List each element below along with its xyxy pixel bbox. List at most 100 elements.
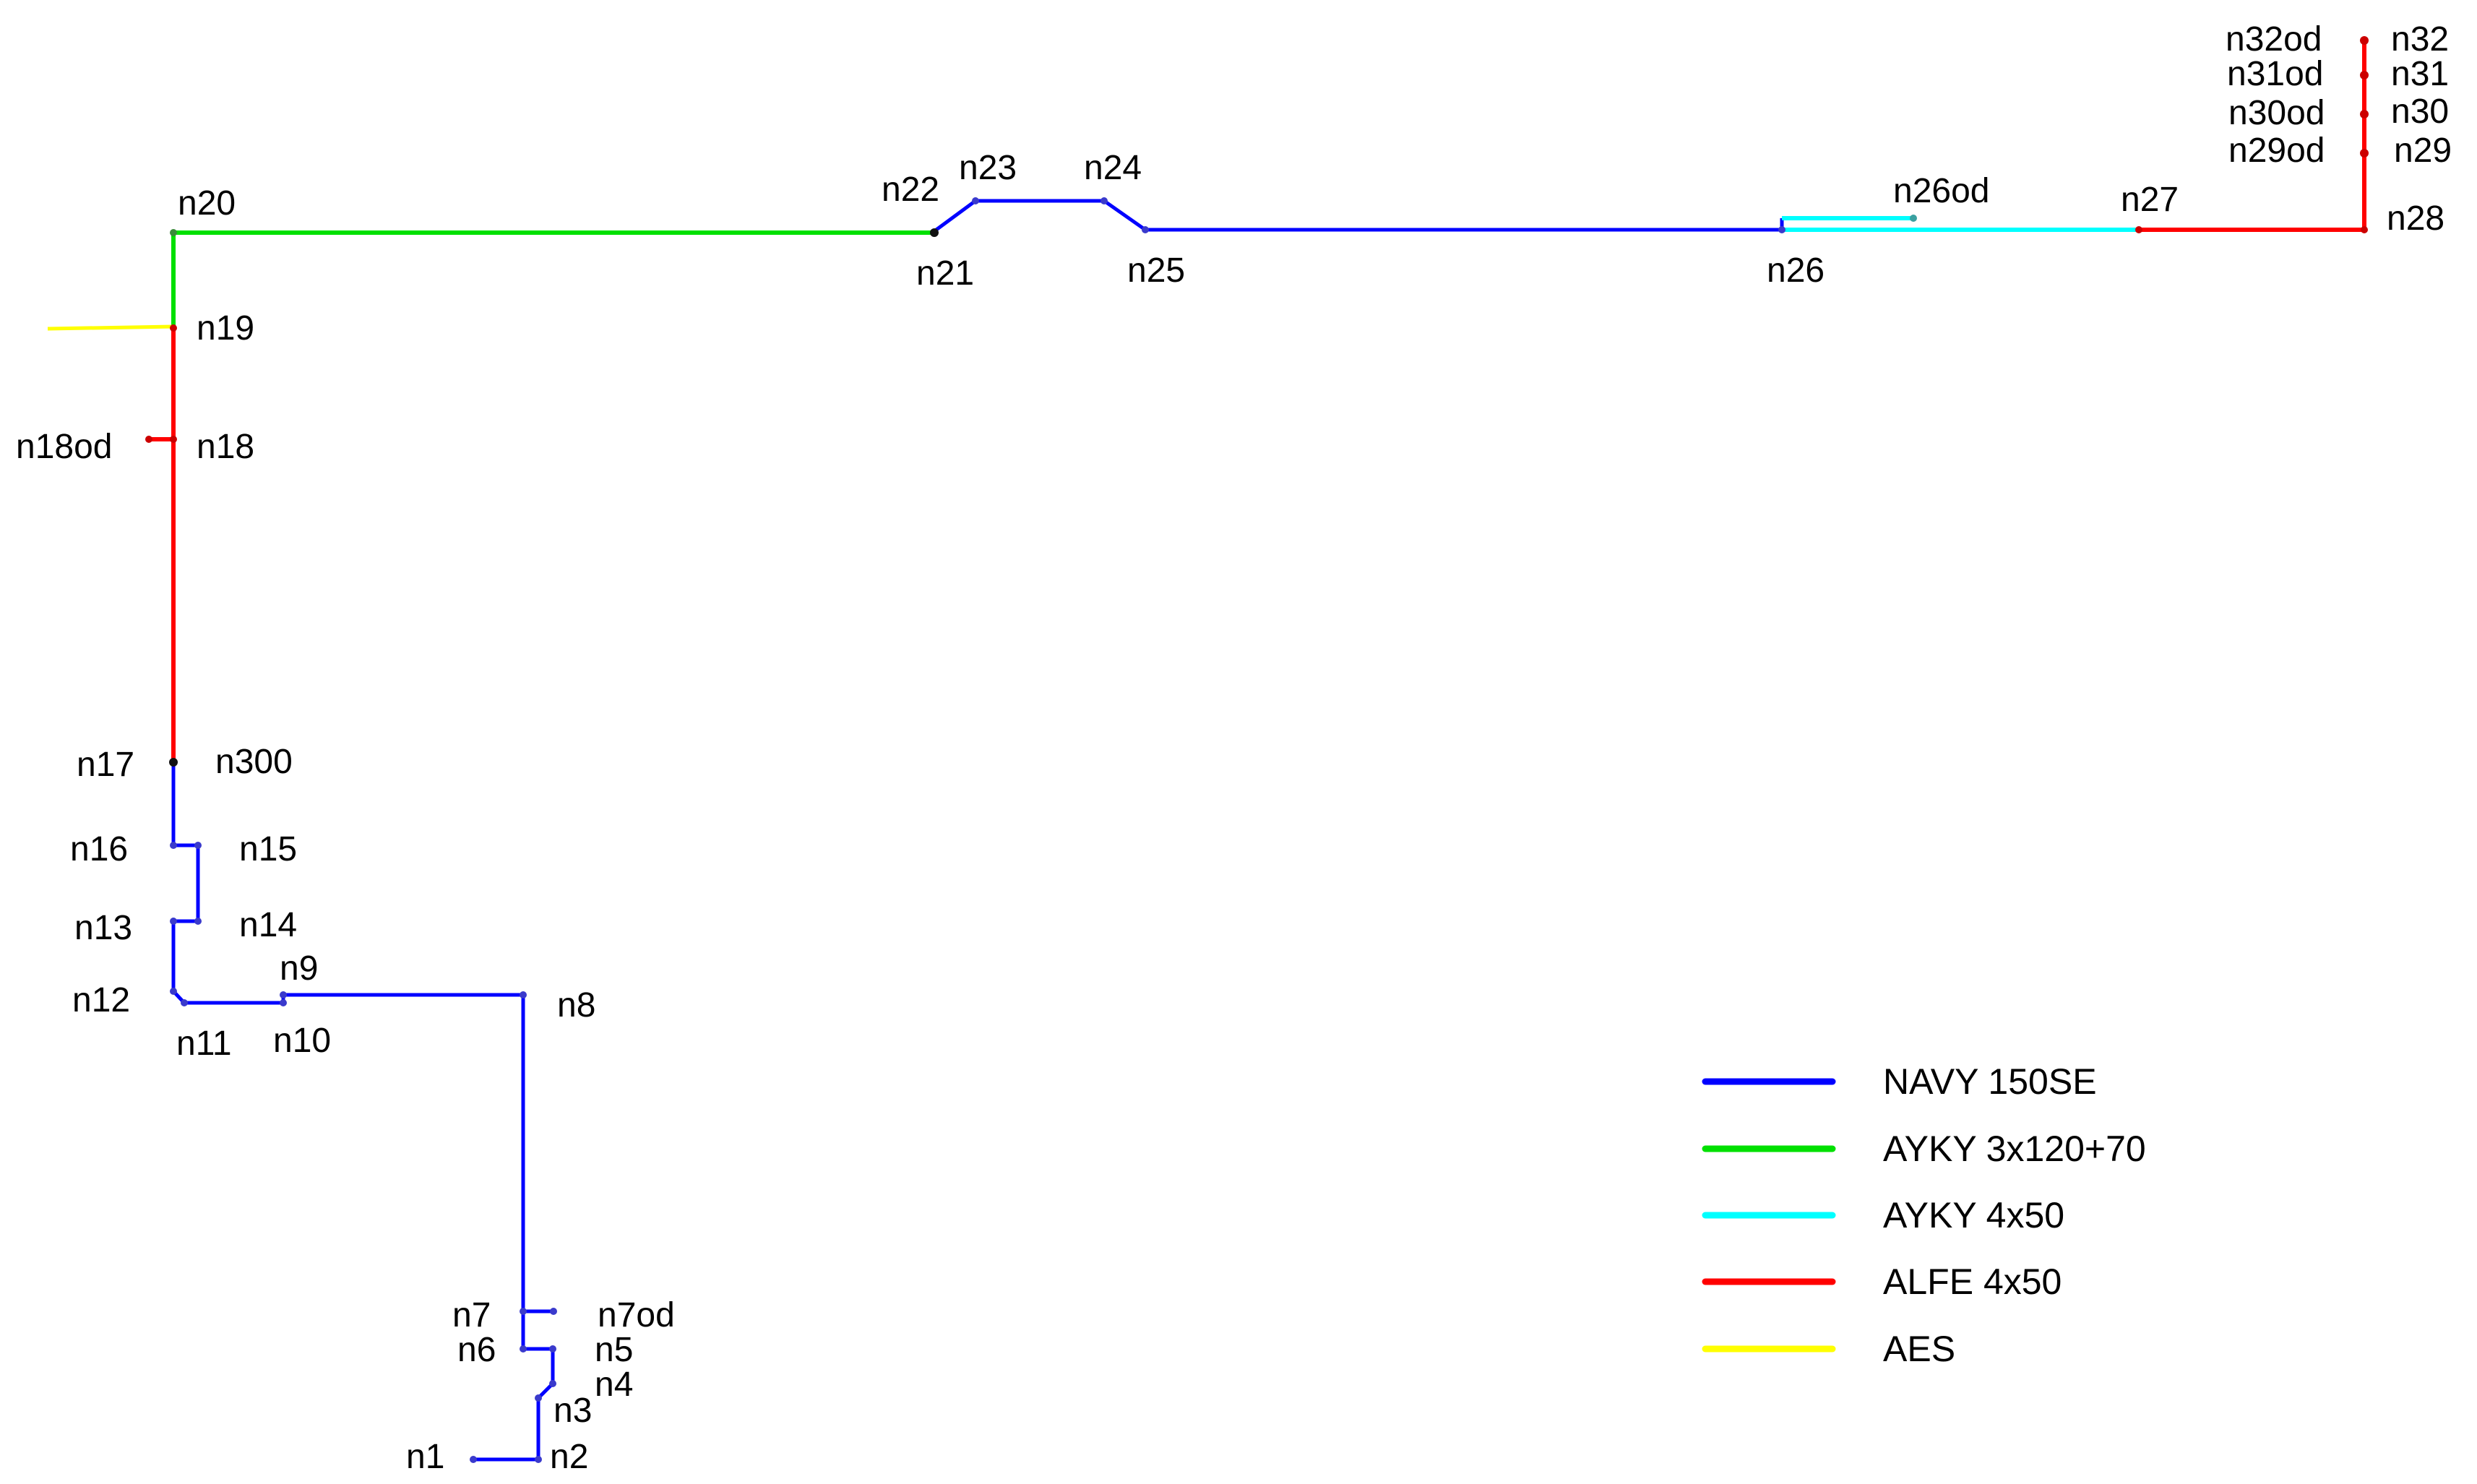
legend-label-ayky-small: AYKY 4x50 — [1883, 1195, 2064, 1235]
node-marker-n18 — [170, 436, 177, 443]
node-marker-n7 — [520, 1308, 527, 1315]
node-marker-n18od — [145, 436, 152, 443]
node-label-n20: n20 — [178, 184, 236, 223]
legend-item-navy-150se: NAVY 150SE — [1702, 1061, 2097, 1102]
node-marker-n29 — [2360, 149, 2369, 158]
node-marker-n10 — [280, 999, 287, 1006]
node-label-n28: n28 — [2387, 199, 2444, 238]
node-marker-n19 — [170, 324, 177, 332]
node-marker-n17 — [169, 758, 178, 767]
node-label-n9: n9 — [280, 949, 318, 988]
node-marker-n21 — [930, 228, 939, 237]
node-marker-n24 — [1100, 197, 1108, 204]
node-label-n5: n5 — [595, 1331, 633, 1369]
segment-n8-n11 — [184, 993, 523, 1005]
node-label-n29od: n29od — [2228, 131, 2325, 170]
node-marker-n28 — [2361, 226, 2368, 233]
node-label-n26: n26 — [1767, 251, 1825, 290]
node-marker-n15 — [194, 842, 202, 849]
alfe-4x50-lines — [149, 40, 2366, 762]
legend-item-alfe-4x50: ALFE 4x50 — [1702, 1261, 2062, 1302]
node-label-n23: n23 — [959, 149, 1017, 187]
node-label-n31: n31 — [2391, 55, 2449, 93]
node-label-n16: n16 — [70, 830, 128, 868]
legend-item-ayky-4x50: AYKY 4x50 — [1702, 1195, 2064, 1235]
node-label-n2: n2 — [550, 1438, 588, 1476]
segment-n11-n17 — [171, 762, 200, 1004]
legend-item-aes: AES — [1702, 1329, 1955, 1369]
node-label-n32: n32 — [2391, 20, 2449, 59]
legend-label-ayky-main: AYKY 3x120+70 — [1883, 1129, 2146, 1169]
node-label-n26od: n26od — [1893, 172, 1989, 210]
node-label-n22: n22 — [882, 171, 939, 209]
node-marker-n20 — [170, 229, 177, 236]
node-label-n15: n15 — [239, 830, 297, 868]
node-marker-n13 — [170, 918, 177, 925]
node-label-n3: n3 — [553, 1392, 592, 1430]
node-markers — [145, 36, 2369, 1463]
node-marker-n31 — [2360, 71, 2369, 79]
segment-n19-n20-n21 — [171, 230, 934, 329]
node-marker-n11 — [181, 999, 188, 1006]
node-label-n7: n7 — [452, 1296, 491, 1334]
segment-n21-n25 — [933, 199, 1147, 233]
node-label-n4: n4 — [595, 1366, 633, 1404]
node-marker-n26od — [1910, 215, 1917, 222]
node-label-n6: n6 — [457, 1331, 496, 1369]
legend-label-aes: AES — [1883, 1329, 1955, 1369]
node-marker-n12 — [170, 988, 177, 995]
node-label-n18od: n18od — [16, 428, 112, 466]
node-marker-n1 — [470, 1456, 477, 1463]
node-label-n7od: n7od — [598, 1296, 675, 1334]
segment-n5-n6-n7-n8 — [521, 995, 553, 1351]
aes-lines — [47, 324, 174, 331]
node-label-n32od: n32od — [2226, 20, 2322, 59]
node-marker-n4 — [549, 1380, 556, 1387]
node-label-n25: n25 — [1127, 251, 1185, 290]
node-label-n19: n19 — [197, 309, 254, 348]
node-marker-n16 — [170, 842, 177, 849]
node-label-n1: n1 — [406, 1438, 444, 1476]
navy-150se-lines — [171, 199, 1784, 1462]
legend: NAVY 150SE AYKY 3x120+70 AYKY 4x50 ALFE … — [1702, 1061, 2146, 1369]
node-label-n17: n17 — [77, 746, 134, 784]
segment-n2-n4 — [536, 1349, 555, 1459]
node-marker-n27 — [2135, 226, 2142, 233]
node-marker-n5 — [549, 1345, 556, 1353]
ayky-4x50-lines — [1782, 216, 2139, 232]
node-labels: n1 n2 n3 n4 n5 n6 n7 n7od n8 n9 n10 n11 … — [16, 20, 2452, 1476]
node-label-n29: n29 — [2394, 131, 2452, 170]
node-label-n24: n24 — [1084, 149, 1142, 187]
legend-label-alfe: ALFE 4x50 — [1883, 1261, 2062, 1302]
ayky-3x120-lines — [171, 230, 934, 329]
node-label-n21: n21 — [916, 254, 974, 293]
node-label-n18: n18 — [197, 428, 254, 466]
legend-label-navy: NAVY 150SE — [1883, 1061, 2097, 1102]
node-label-n13: n13 — [74, 909, 132, 947]
node-marker-n2 — [535, 1456, 542, 1463]
node-marker-n14 — [194, 918, 202, 925]
node-marker-n26 — [1778, 226, 1785, 233]
legend-item-ayky-3x120: AYKY 3x120+70 — [1702, 1129, 2146, 1169]
node-label-n31od: n31od — [2227, 55, 2323, 93]
node-label-n30od: n30od — [2228, 94, 2325, 132]
node-marker-n8 — [520, 991, 527, 998]
node-label-n30: n30 — [2391, 92, 2449, 131]
node-marker-n9 — [280, 991, 287, 998]
node-marker-n6 — [520, 1345, 527, 1353]
node-marker-n32 — [2360, 36, 2369, 45]
node-marker-n30 — [2360, 110, 2369, 118]
node-marker-n23 — [972, 197, 979, 204]
node-label-n14: n14 — [239, 906, 297, 944]
node-marker-n7od — [550, 1308, 557, 1315]
node-label-n12: n12 — [72, 981, 130, 1019]
node-marker-n25 — [1142, 226, 1149, 233]
node-label-n300: n300 — [215, 743, 293, 781]
segment-aes-n19 — [47, 324, 174, 331]
node-label-n8: n8 — [557, 986, 595, 1024]
node-label-n11: n11 — [176, 1024, 232, 1063]
node-label-n27: n27 — [2121, 181, 2179, 219]
node-marker-n3 — [535, 1394, 542, 1402]
node-label-n10: n10 — [273, 1022, 331, 1060]
